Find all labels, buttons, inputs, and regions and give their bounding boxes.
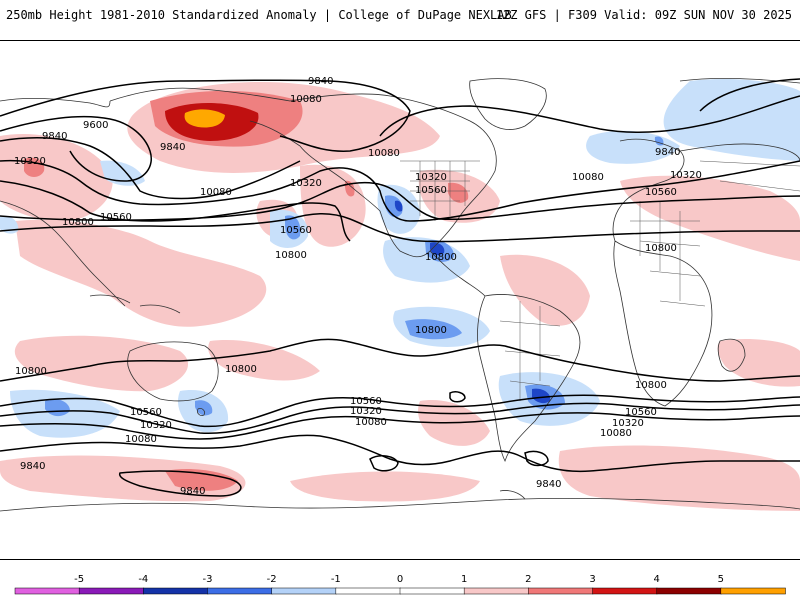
contour-label: 10080 (125, 434, 157, 445)
contour-label: 10560 (350, 396, 382, 407)
colorbar-tick-label: 1 (461, 574, 467, 585)
contour-label: 10800 (415, 325, 447, 336)
colorbar-tick-label: 3 (589, 574, 595, 585)
contour-label: 10080 (600, 428, 632, 439)
map-canvas[interactable]: 9840 10080 9600 9840 10320 10080 10800 1… (0, 41, 800, 559)
colorbar-tick-label: 2 (525, 574, 531, 585)
contour-label: 10080 (368, 148, 400, 159)
contour-label: 10320 (612, 418, 644, 429)
contour-label: 10320 (350, 406, 382, 417)
colorbar-tick-label: 4 (653, 574, 659, 585)
header: 250mb Height 1981-2010 Standardized Anom… (0, 0, 800, 40)
colorbar-segment (143, 587, 209, 595)
colorbar-segment (656, 587, 722, 595)
colorbar-ticks: -5 -4 -3 -2 -1 0 1 2 3 4 5 (74, 574, 724, 585)
contour-label: 10320 (290, 178, 322, 189)
colorbar-segment (463, 587, 530, 595)
colorbar-svg: -5 -4 -3 -2 -1 0 1 2 3 4 5 (14, 574, 786, 595)
colorbar-segment (207, 587, 273, 595)
contour-label: 10320 (670, 170, 702, 181)
contour-label: 10560 (130, 407, 162, 418)
colorbar-segment (78, 587, 145, 595)
contour-label: 10320 (415, 172, 447, 183)
colorbar-segment (271, 587, 337, 595)
contour-label: 10560 (625, 407, 657, 418)
colorbar-segment (335, 587, 401, 595)
contour-label: 9840 (655, 147, 680, 158)
contour-label: 10560 (100, 212, 132, 223)
contour-label: 10800 (62, 217, 94, 228)
colorbar-tick-label: 5 (718, 574, 724, 585)
contour-label: 9840 (536, 479, 561, 490)
map-title: 250mb Height 1981-2010 Standardized Anom… (6, 8, 512, 22)
contour-label: 9840 (42, 131, 67, 142)
contour-label: 10320 (14, 156, 46, 167)
colorbar: -5 -4 -3 -2 -1 0 1 2 3 4 5 (0, 566, 800, 600)
contour-label: 10800 (635, 380, 667, 391)
height-contours (0, 78, 800, 497)
contour-label: 10800 (225, 364, 257, 375)
model-run-info: 12Z GFS | F309 Valid: 09Z SUN NOV 30 202… (495, 8, 792, 22)
colorbar-segments (14, 587, 786, 595)
coastlines (0, 77, 800, 512)
contour-label: 10560 (645, 187, 677, 198)
colorbar-tick-label: -4 (138, 574, 148, 585)
contour-label: 10080 (200, 187, 232, 198)
contour-label: 10560 (280, 225, 312, 236)
contour-labels: 9840 10080 9600 9840 10320 10080 10800 1… (14, 76, 702, 497)
colorbar-tick-label: 0 (397, 574, 403, 585)
contour-label: 10800 (645, 243, 677, 254)
contour-label: 10800 (275, 250, 307, 261)
contour-label: 10320 (140, 420, 172, 431)
contour-label: 9840 (20, 461, 45, 472)
contour-label: 10080 (572, 172, 604, 183)
colorbar-segment (14, 587, 80, 595)
colorbar-segment (720, 587, 786, 595)
contour-label: 10800 (15, 366, 47, 377)
map-panel[interactable]: 9840 10080 9600 9840 10320 10080 10800 1… (0, 40, 800, 560)
colorbar-tick-label: -5 (74, 574, 84, 585)
colorbar-segment (592, 587, 658, 595)
contour-label: 10080 (290, 94, 322, 105)
contour-label: 10800 (425, 252, 457, 263)
contour-label: 10080 (355, 417, 387, 428)
colorbar-tick-label: -3 (203, 574, 213, 585)
contour-label: 9840 (160, 142, 185, 153)
colorbar-segment (528, 587, 594, 595)
colorbar-tick-label: -2 (267, 574, 277, 585)
contour-label: 9600 (83, 120, 108, 131)
contour-label: 10560 (415, 185, 447, 196)
contour-label: 9840 (308, 76, 333, 87)
colorbar-tick-label: -1 (331, 574, 341, 585)
contour-label: 9840 (180, 486, 205, 497)
colorbar-segment (399, 587, 465, 595)
